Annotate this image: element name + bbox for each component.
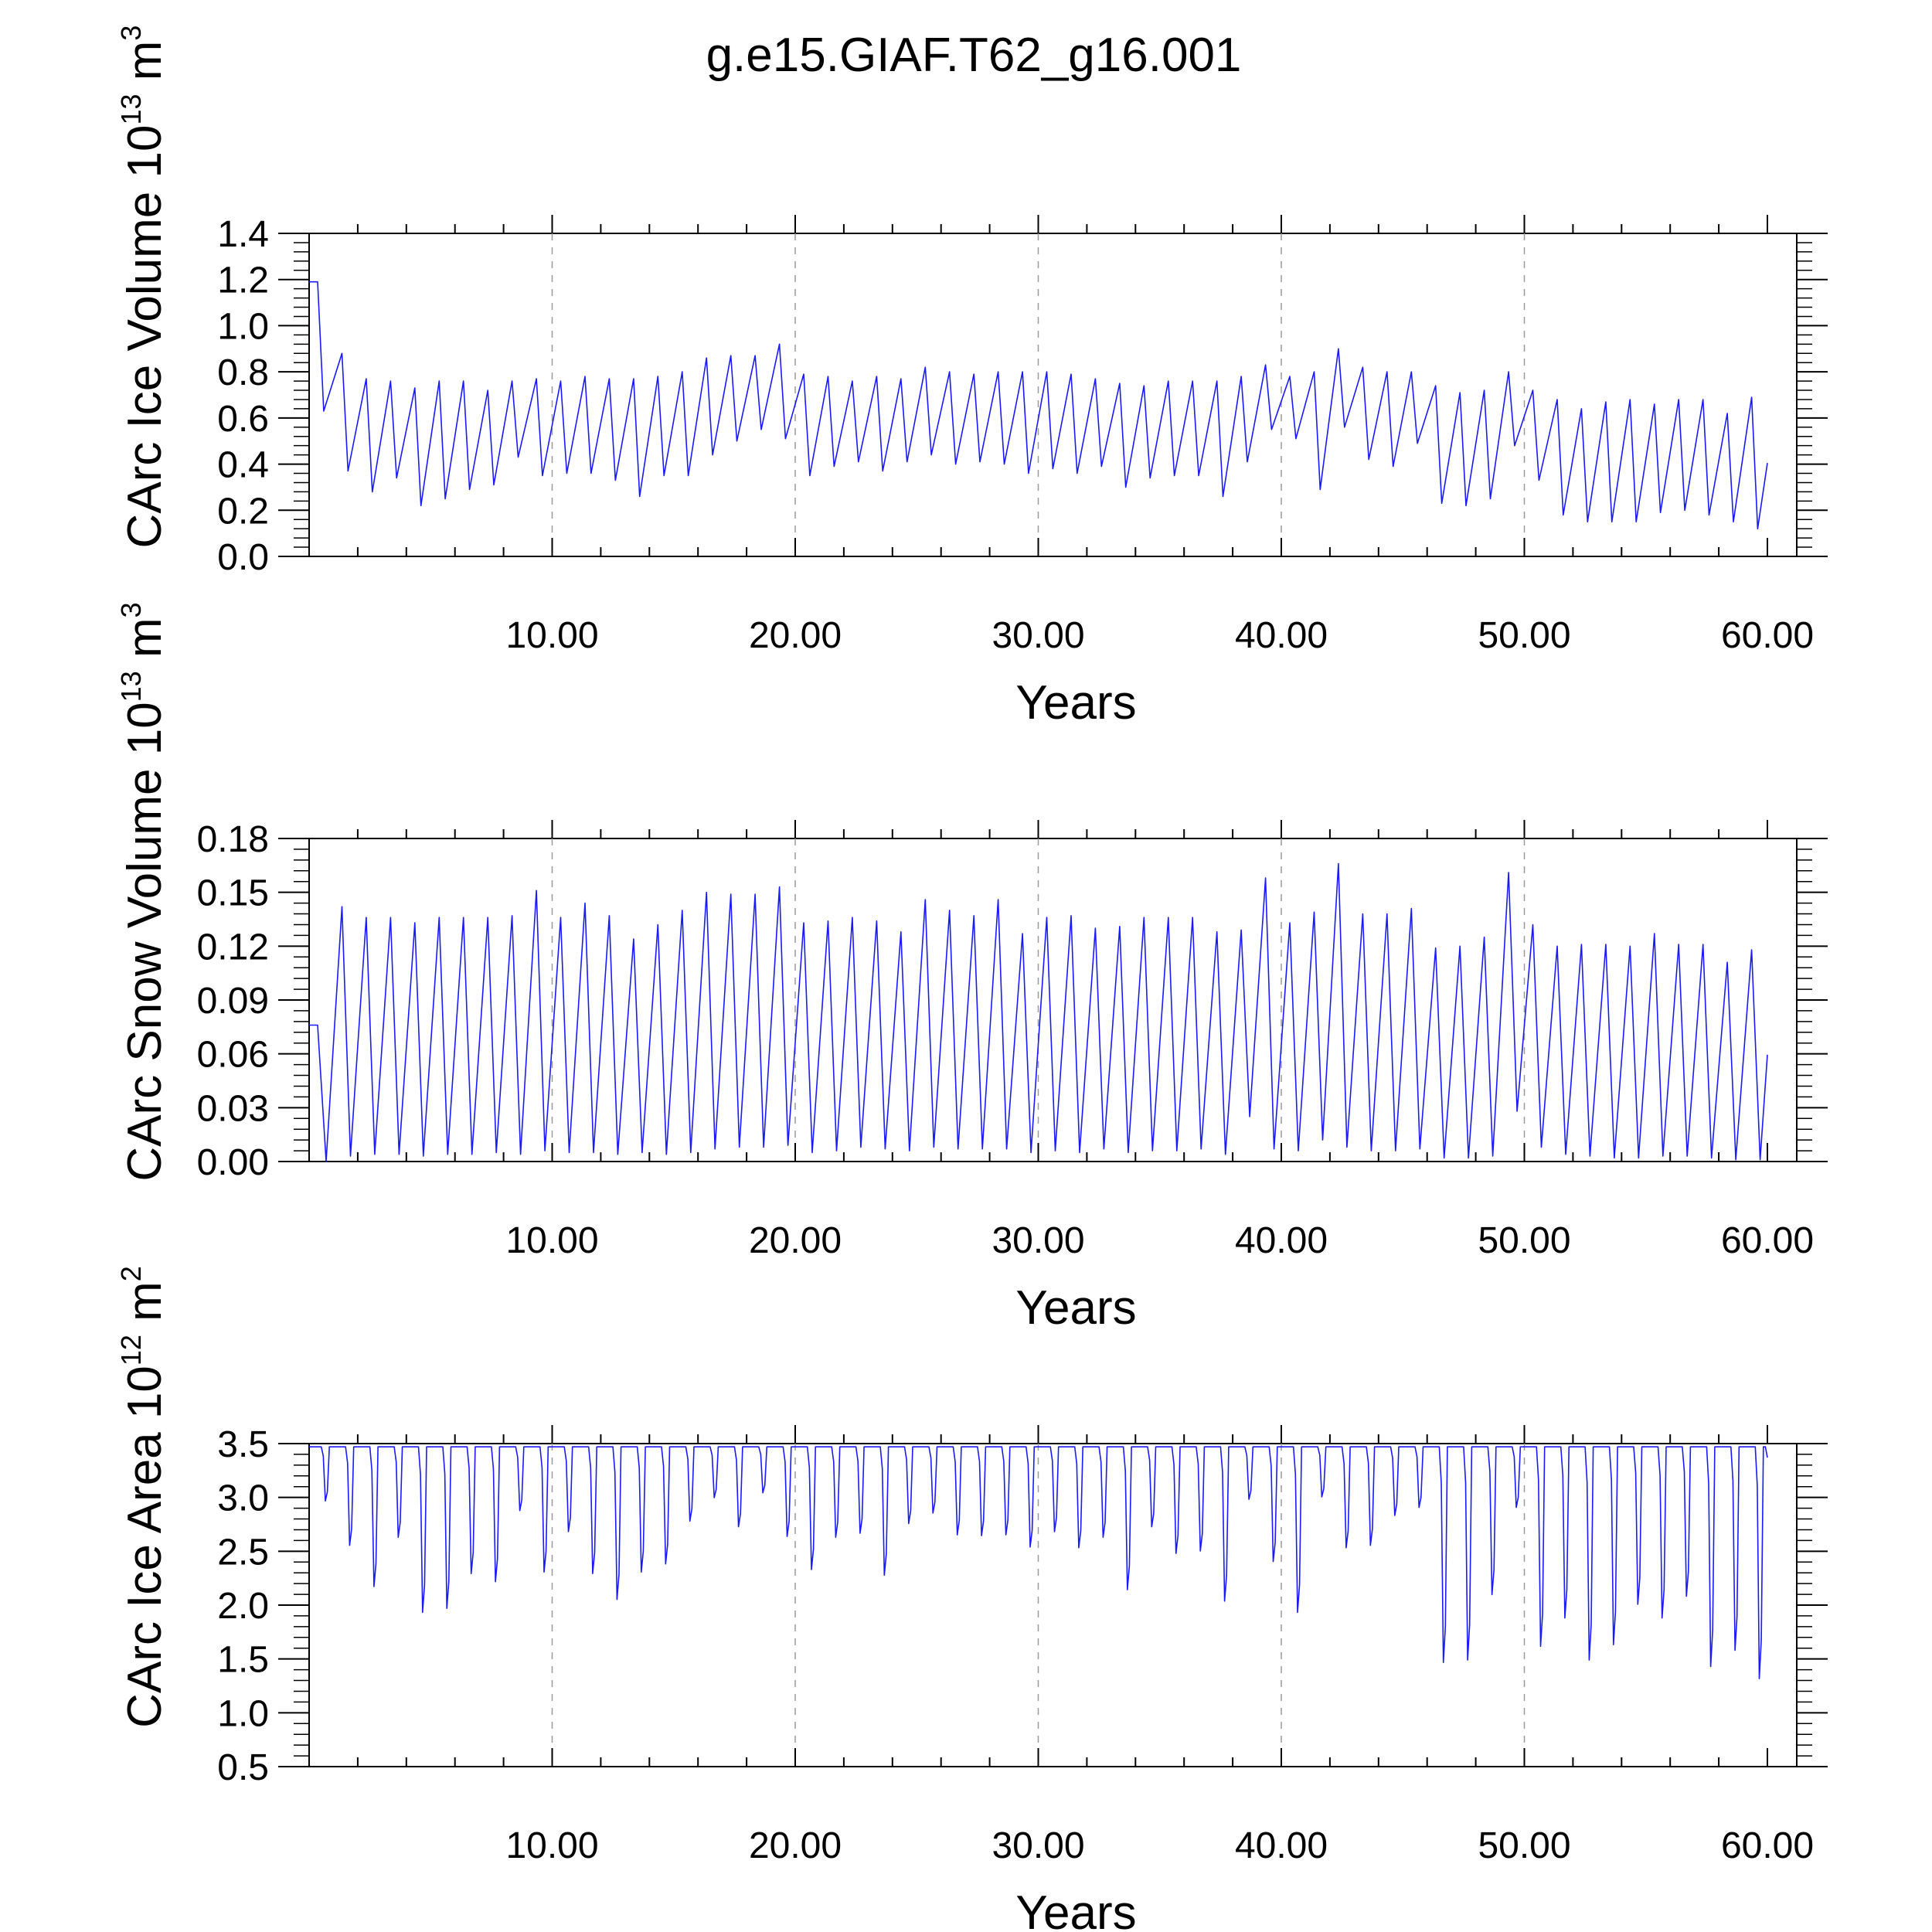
series-line: [309, 1446, 1768, 1679]
x-tick-label: 20.00: [749, 1825, 842, 1866]
x-tick-label: 20.00: [749, 1220, 842, 1261]
y-axis-title-exponent: 13: [115, 671, 147, 702]
y-tick-label: 1.5: [217, 1640, 269, 1681]
y-axis-title-exponent: 13: [115, 94, 147, 124]
y-axis-title-unit: m: [118, 1281, 172, 1335]
x-tick-label: 40.00: [1235, 615, 1328, 656]
y-tick-label: 0.03: [197, 1088, 269, 1129]
x-tick-label: 60.00: [1721, 615, 1814, 656]
x-tick-label: 50.00: [1478, 1220, 1570, 1261]
y-tick-label: 1.0: [217, 1693, 269, 1734]
y-tick-label: 0.00: [197, 1142, 269, 1183]
y-tick-label: 1.2: [217, 260, 269, 301]
series-line: [309, 281, 1768, 529]
panel-1: 0.0 0.2 0.4 0.6 0.8 1.0 1.2 1.4 10.00 20.00 30.00 4…: [115, 26, 1828, 730]
x-tick-label: 20.00: [749, 615, 842, 656]
y-axis-title-main: CArc Snow Volume 10: [118, 702, 172, 1181]
y-axis-title-unit-exponent: 3: [115, 26, 147, 41]
x-tick-label: 30.00: [992, 1825, 1084, 1866]
plot-frame: [308, 233, 1798, 557]
x-tick-label: 30.00: [992, 615, 1084, 656]
figure-title: g.e15.GIAF.T62_g16.001: [706, 29, 1242, 82]
y-tick-label: 0.12: [197, 927, 269, 968]
x-axis-title: Years: [1015, 676, 1136, 730]
y-axis-title: CArc Snow Volume 1013 m3: [115, 602, 172, 1181]
y-tick-label: 0.18: [197, 819, 269, 860]
y-axis-title-main: CArc Ice Volume 10: [118, 125, 172, 549]
y-tick-label: 2.5: [217, 1532, 269, 1573]
series-line: [309, 862, 1768, 1162]
x-tick-label: 60.00: [1721, 1825, 1814, 1866]
panel-3: 0.5 1.0 1.5 2.0 2.5 3.0 3.5 10.00 20.00 30.00 40.0…: [115, 1266, 1828, 1932]
y-tick-label: 0.5: [217, 1747, 269, 1788]
y-axis-title-main: CArc Ice Area 10: [118, 1366, 172, 1728]
y-tick-label: 0.0: [217, 537, 269, 578]
x-tick-label: 40.00: [1235, 1220, 1328, 1261]
y-axis-title-exponent: 12: [115, 1335, 147, 1366]
y-tick-label: 1.4: [217, 214, 269, 255]
y-tick-label: 0.6: [217, 399, 269, 440]
y-axis-title-unit: m: [118, 617, 172, 671]
y-axis-title-unit-exponent: 2: [115, 1266, 147, 1281]
y-tick-label: 0.15: [197, 873, 269, 914]
y-tick-label: 0.06: [197, 1035, 269, 1076]
y-axis-title: CArc Ice Volume 1013 m3: [115, 26, 172, 549]
x-tick-label: 10.00: [505, 1220, 598, 1261]
x-axis-title: Years: [1015, 1886, 1136, 1932]
y-axis-title-unit: m: [118, 41, 172, 94]
y-tick-label: 3.0: [217, 1478, 269, 1519]
y-tick-label: 2.0: [217, 1586, 269, 1627]
y-tick-label: 0.8: [217, 352, 269, 393]
y-tick-label: 0.2: [217, 491, 269, 532]
y-axis-title-unit-exponent: 3: [115, 602, 147, 617]
x-tick-label: 40.00: [1235, 1825, 1328, 1866]
x-tick-label: 50.00: [1478, 615, 1570, 656]
y-tick-label: 3.5: [217, 1424, 269, 1465]
y-axis-title: CArc Ice Area 1012 m2: [115, 1266, 172, 1728]
plot-frame: [308, 838, 1798, 1162]
y-tick-label: 1.0: [217, 306, 269, 347]
x-axis-title: Years: [1015, 1281, 1136, 1335]
panel-2: 0.00 0.03 0.06 0.09 0.12 0.15 0.18 10.00 20.00 30…: [115, 602, 1828, 1335]
x-tick-label: 10.00: [505, 615, 598, 656]
y-tick-label: 0.4: [217, 445, 269, 486]
x-tick-label: 30.00: [992, 1220, 1084, 1261]
x-tick-label: 50.00: [1478, 1825, 1570, 1866]
x-tick-label: 10.00: [505, 1825, 598, 1866]
x-tick-label: 60.00: [1721, 1220, 1814, 1261]
y-tick-label: 0.09: [197, 981, 269, 1022]
